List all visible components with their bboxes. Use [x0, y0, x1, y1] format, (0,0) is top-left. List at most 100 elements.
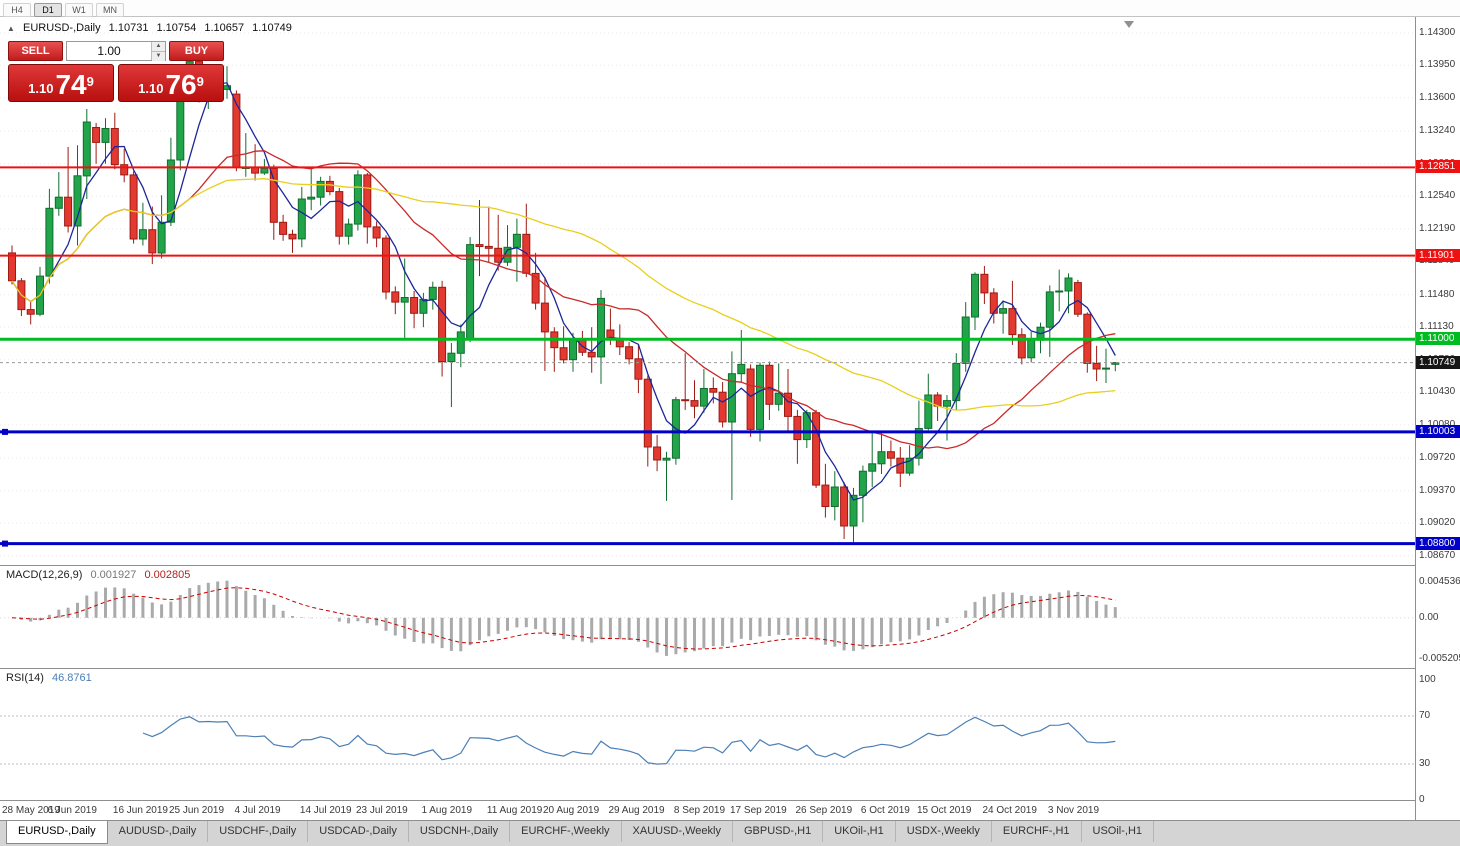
sell-price-button[interactable]: 1.10 74 9 [8, 64, 114, 102]
time-axis[interactable]: 28 May 2019 6 Jun 2019 16 Jun 2019 25 Jun 2… [0, 801, 1415, 820]
panel-collapse-icon[interactable]: ▲ [7, 24, 15, 33]
pane-separator [0, 800, 1460, 801]
level-price-badge: 1.11000 [1416, 332, 1460, 346]
rsi-axis-tick: 0 [1419, 794, 1425, 805]
ohlc-close: 1.10749 [252, 22, 292, 34]
level-price-badge: 1.10003 [1416, 424, 1460, 438]
macd-axis-tick: 0.00 [1419, 611, 1439, 623]
buy-price-pip: 9 [196, 74, 204, 89]
date-label: 23 Jul 2019 [356, 805, 408, 816]
macd-name: MACD(12,26,9) [6, 569, 83, 581]
pane-separator[interactable] [0, 668, 1460, 669]
timeframe-button-d1[interactable]: D1 [34, 3, 62, 17]
price-axis-tick: 1.09720 [1419, 452, 1456, 464]
level-price-badge: 1.08800 [1416, 536, 1460, 550]
buy-price-big: 76 [165, 69, 197, 100]
price-axis-tick: 1.09370 [1419, 484, 1456, 496]
chart-tab-gbpusd-h1[interactable]: GBPUSD-,H1 [733, 821, 824, 842]
sell-price-base: 1.10 [28, 81, 54, 96]
volume-stepper[interactable]: 1.00 ▲ ▼ [66, 41, 166, 61]
chart-tab-usdcad-daily[interactable]: USDCAD-,Daily [308, 821, 409, 842]
price-axis-tick: 1.13600 [1419, 91, 1456, 103]
macd-main-value: 0.001927 [90, 569, 137, 581]
rsi-label: RSI(14) 46.8761 [6, 672, 92, 684]
volume-up-icon[interactable]: ▲ [152, 42, 165, 51]
price-axis-tick: 1.11480 [1419, 288, 1455, 300]
date-label: 16 Jun 2019 [112, 805, 168, 816]
date-label: 8 Sep 2019 [673, 805, 726, 816]
price-axis-tick: 1.08670 [1419, 549, 1456, 561]
price-axis-tick: 1.12190 [1419, 222, 1456, 234]
chart-tab-usoil-h1[interactable]: USOil-,H1 [1082, 821, 1155, 842]
chart-tab-ukoil-h1[interactable]: UKOil-,H1 [823, 821, 896, 842]
date-label: 29 Aug 2019 [608, 805, 665, 816]
macd-signal-value: 0.002805 [144, 569, 191, 581]
price-axis-tick: 1.13240 [1419, 125, 1456, 137]
symbol-period-label: EURUSD-,Daily [22, 22, 101, 34]
buy-button[interactable]: BUY [169, 41, 224, 61]
date-label: 20 Aug 2019 [543, 805, 600, 816]
date-label: 17 Sep 2019 [730, 805, 787, 816]
date-label: 6 Oct 2019 [860, 805, 910, 816]
macd-axis-tick: 0.004536 [1419, 575, 1460, 587]
timeframe-toolbar: H4 D1 W1 MN [0, 0, 1460, 17]
date-label: 1 Aug 2019 [421, 805, 473, 816]
sell-button[interactable]: SELL [8, 41, 63, 61]
date-label: 24 Oct 2019 [982, 805, 1037, 816]
timeframe-button-w1[interactable]: W1 [65, 3, 93, 17]
date-label: 25 Jun 2019 [169, 805, 225, 816]
buy-price-button[interactable]: 1.10 76 9 [118, 64, 224, 102]
macd-label: MACD(12,26,9) 0.001927 0.002805 [6, 569, 190, 581]
price-axis-tick: 1.14300 [1419, 26, 1456, 38]
macd-axis-tick: -0.005205 [1419, 653, 1460, 665]
sell-price-pip: 9 [86, 74, 94, 89]
chart-tab-usdx-weekly[interactable]: USDX-,Weekly [896, 821, 992, 842]
date-label: 6 Jun 2019 [47, 805, 97, 816]
pane-separator[interactable] [0, 565, 1460, 566]
price-chart-pane[interactable] [0, 17, 1415, 565]
chart-tabs-bar: EURUSD-,Daily AUDUSD-,Daily USDCHF-,Daily U… [0, 820, 1460, 846]
rsi-pane[interactable] [0, 669, 1415, 800]
chart-window: ▲ EURUSD-,Daily 1.10731 1.10754 1.10657 … [0, 17, 1460, 820]
sell-price-big: 74 [55, 69, 87, 100]
date-label: 11 Aug 2019 [486, 805, 543, 816]
chart-tab-audusd-daily[interactable]: AUDUSD-,Daily [108, 821, 209, 842]
ohlc-open: 1.10731 [108, 22, 149, 34]
chart-tab-eurchf-weekly[interactable]: EURCHF-,Weekly [510, 821, 622, 842]
chart-tab-usdchf-daily[interactable]: USDCHF-,Daily [208, 821, 309, 842]
volume-input[interactable]: 1.00 [97, 44, 121, 58]
date-label: 15 Oct 2019 [917, 805, 972, 816]
timeframe-button-h4[interactable]: H4 [3, 3, 31, 17]
date-label: 3 Nov 2019 [1047, 805, 1100, 816]
price-axis-tick: 1.13950 [1419, 59, 1456, 71]
chart-tab-usdcnh-daily[interactable]: USDCNH-,Daily [409, 821, 511, 842]
date-label: 14 Jul 2019 [299, 805, 352, 816]
price-axis-tick: 1.10430 [1419, 386, 1456, 398]
ohlc-high: 1.10754 [156, 22, 197, 34]
macd-pane[interactable] [0, 566, 1415, 668]
ohlc-low: 1.10657 [204, 22, 245, 34]
date-label: 26 Sep 2019 [795, 805, 853, 816]
chart-tab-eurusd-daily[interactable]: EURUSD-,Daily [6, 821, 108, 844]
rsi-axis-tick: 30 [1419, 758, 1431, 769]
price-axis[interactable]: 1.143001.139501.136001.132401.128901.125… [1415, 17, 1460, 820]
level-price-badge: 1.11901 [1416, 248, 1460, 262]
price-axis-tick: 1.10080 [1419, 419, 1455, 430]
price-axis-tick: 1.11130 [1419, 321, 1454, 333]
price-axis-tick: 1.12540 [1419, 190, 1456, 202]
timeframe-button-mn[interactable]: MN [96, 3, 124, 17]
current-price-badge: 1.10749 [1416, 355, 1460, 369]
date-label: 28 May 2019 [2, 805, 60, 816]
level-price-badge: 1.12851 [1416, 160, 1460, 174]
one-click-trading-panel: SELL 1.00 ▲ ▼ BUY 1.10 74 9 1.10 76 9 [8, 41, 224, 102]
volume-down-icon[interactable]: ▼ [152, 51, 165, 61]
chart-title: ▲ EURUSD-,Daily 1.10731 1.10754 1.10657 … [7, 22, 297, 34]
chart-shift-marker[interactable] [1124, 21, 1134, 28]
rsi-axis-tick: 70 [1419, 710, 1431, 721]
chart-tab-xauusd-weekly[interactable]: XAUUSD-,Weekly [622, 821, 733, 842]
buy-price-base: 1.10 [138, 81, 164, 96]
price-axis-tick: 1.09020 [1419, 517, 1456, 529]
date-label: 4 Jul 2019 [234, 805, 281, 816]
rsi-axis-tick: 100 [1419, 674, 1436, 685]
chart-tab-eurchf-h1[interactable]: EURCHF-,H1 [992, 821, 1082, 842]
